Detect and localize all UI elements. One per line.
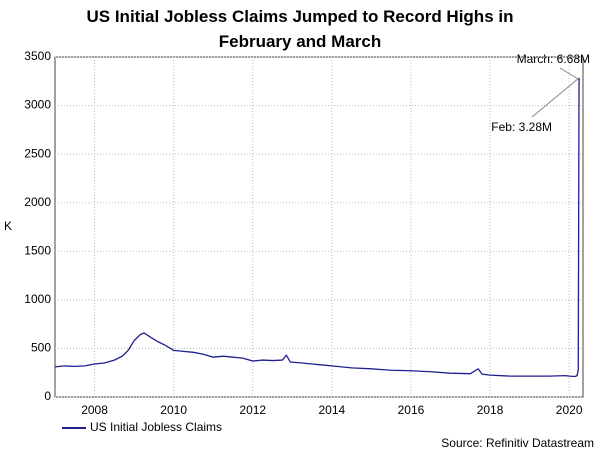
annotation: March: 6.68M xyxy=(517,52,590,66)
y-tick-label: 500 xyxy=(31,341,51,355)
x-tick-label: 2016 xyxy=(398,403,425,417)
plot-frame xyxy=(54,56,584,398)
y-tick-label: 3000 xyxy=(24,98,51,112)
data-line xyxy=(54,78,580,378)
y-axis-label: K xyxy=(4,219,12,233)
y-tick-label: 2000 xyxy=(24,195,51,209)
x-tick-label: 2014 xyxy=(319,403,346,417)
legend-label: US Initial Jobless Claims xyxy=(90,420,222,434)
y-tick-label: 1000 xyxy=(24,292,51,306)
y-tick-label: 1500 xyxy=(24,243,51,257)
y-tick-label: 3500 xyxy=(24,49,51,63)
x-tick-label: 2008 xyxy=(81,403,108,417)
leader-line xyxy=(559,67,581,81)
x-tick-label: 2012 xyxy=(239,403,266,417)
y-tick-label: 2500 xyxy=(24,146,51,160)
annotation: Feb: 3.28M xyxy=(491,120,552,134)
leader-line xyxy=(531,77,580,118)
y-tick-label: 0 xyxy=(44,389,51,403)
x-tick-label: 2010 xyxy=(160,403,187,417)
x-tick-label: 2020 xyxy=(556,403,583,417)
x-tick-label: 2018 xyxy=(477,403,504,417)
chart-title: US Initial Jobless Claims Jumped to Reco… xyxy=(86,7,514,51)
source: Source: Refinitiv Datastream xyxy=(441,436,594,450)
